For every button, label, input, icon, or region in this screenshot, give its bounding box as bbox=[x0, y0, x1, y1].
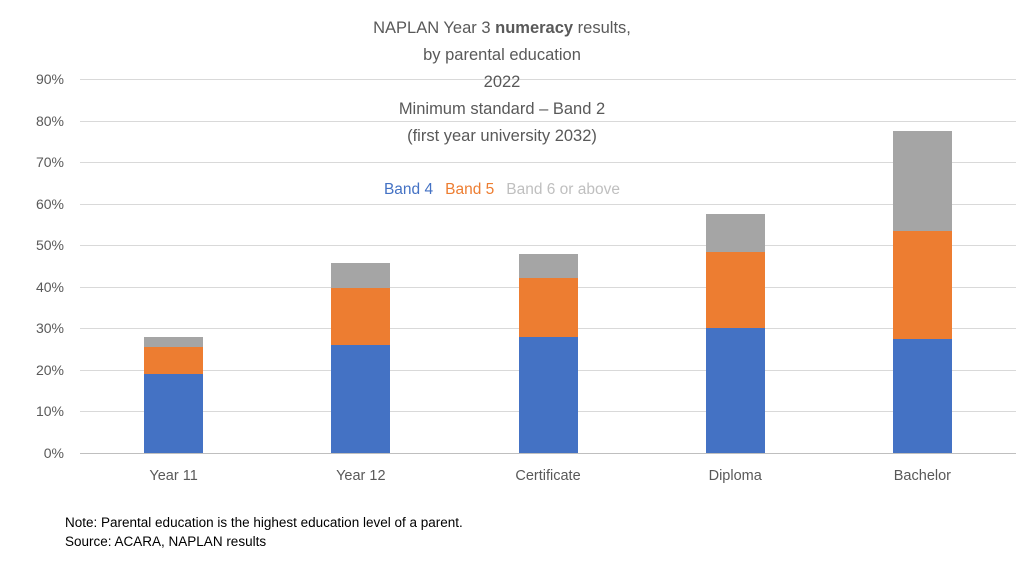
x-axis-category-label: Bachelor bbox=[893, 468, 951, 484]
y-axis-tick-label: 50% bbox=[35, 237, 64, 254]
chart-legend: Band 4 Band 5 Band 6 or above bbox=[190, 180, 814, 199]
chart-title-line-2: by parental education bbox=[423, 46, 581, 64]
bar-segment-band-5 bbox=[144, 347, 204, 375]
y-axis-tick-label: 20% bbox=[35, 361, 64, 378]
x-axis-category-label: Certificate bbox=[515, 468, 581, 484]
bar-segment-band-5 bbox=[705, 251, 765, 329]
x-axis-category-label: Diploma bbox=[708, 468, 762, 484]
chart-title-line-1: NAPLAN Year 3 numeracy results, bbox=[190, 15, 814, 42]
x-axis-category-label: Year 11 bbox=[149, 468, 198, 484]
y-axis-tick-label: 30% bbox=[35, 320, 64, 337]
bar-segment-band-4 bbox=[892, 338, 952, 453]
bar-segment-band-6-or-above bbox=[144, 336, 204, 347]
bar-segment-band-4 bbox=[518, 336, 578, 453]
legend-item-band-4: Band 4 bbox=[383, 181, 434, 198]
gridline bbox=[80, 245, 1016, 247]
bar-segment-band-6-or-above bbox=[892, 130, 952, 232]
y-axis-tick-label: 60% bbox=[35, 195, 64, 212]
footnotes: Note: Parental education is the highest … bbox=[65, 513, 463, 551]
y-axis-tick-label: 70% bbox=[35, 154, 64, 171]
y-axis-tick-label: 80% bbox=[35, 112, 64, 129]
bar-segment-band-5 bbox=[892, 231, 952, 339]
bar-segment-band-6-or-above bbox=[705, 214, 765, 252]
legend-item-band-5: Band 5 bbox=[445, 181, 495, 198]
chart-title-line-3: 2022 bbox=[483, 73, 521, 91]
bar-segment-band-4 bbox=[144, 374, 204, 453]
y-axis-tick-label: 90% bbox=[35, 70, 64, 87]
source-line: Source: ACARA, NAPLAN results bbox=[65, 534, 267, 549]
gridline bbox=[80, 120, 1016, 122]
chart-title-text: results, bbox=[573, 19, 631, 37]
gridline bbox=[80, 203, 1016, 205]
x-axis-category-label: Year 12 bbox=[336, 468, 386, 484]
bar-segment-band-5 bbox=[518, 278, 578, 337]
y-axis-tick-label: 10% bbox=[35, 403, 64, 420]
note-line: Note: Parental education is the highest … bbox=[65, 515, 463, 530]
bar-segment-band-5 bbox=[331, 288, 391, 345]
chart-title-line-4: Minimum standard – Band 2 bbox=[398, 100, 606, 118]
chart-title: NAPLAN Year 3 numeracy results, by paren… bbox=[190, 15, 814, 150]
chart-title-text: NAPLAN Year 3 bbox=[373, 19, 496, 37]
chart-title-line-5: (first year university 2032) bbox=[407, 127, 597, 145]
bar-segment-band-6-or-above bbox=[331, 263, 391, 289]
gridline bbox=[80, 78, 1016, 80]
y-axis-tick-label: 40% bbox=[35, 278, 64, 295]
x-axis-baseline bbox=[80, 453, 1016, 454]
bar-segment-band-6-or-above bbox=[518, 253, 578, 279]
y-axis-tick-label: 0% bbox=[43, 445, 64, 461]
legend-item-band-6-or-above: Band 6 or above bbox=[506, 181, 621, 198]
bar-segment-band-4 bbox=[331, 344, 391, 453]
chart-title-bold-word: numeracy bbox=[495, 19, 574, 37]
bar-segment-band-4 bbox=[705, 328, 765, 453]
gridline bbox=[80, 162, 1016, 164]
